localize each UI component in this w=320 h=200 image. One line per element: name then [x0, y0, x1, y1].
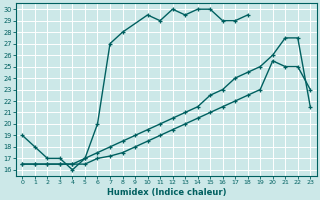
- X-axis label: Humidex (Indice chaleur): Humidex (Indice chaleur): [107, 188, 226, 197]
